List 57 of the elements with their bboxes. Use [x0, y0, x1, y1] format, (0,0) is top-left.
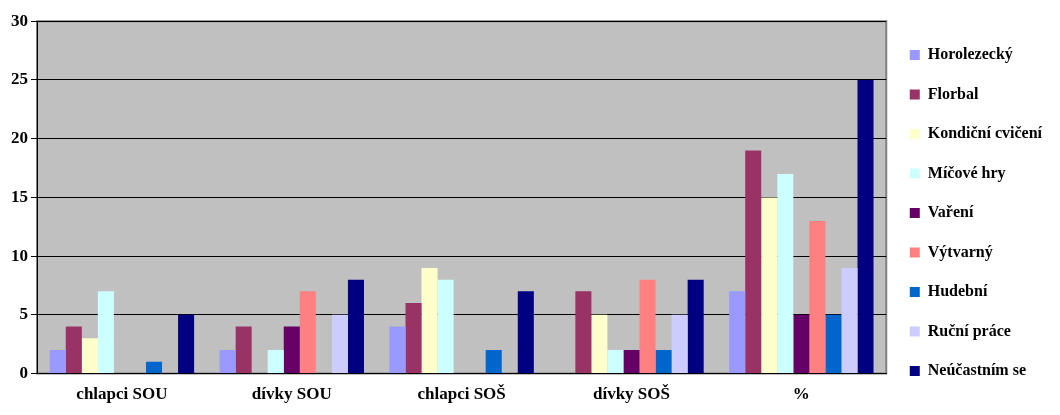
- y-tick-label: 5: [19, 304, 28, 324]
- bar: [729, 291, 746, 374]
- bar: [809, 220, 826, 374]
- bar: [655, 350, 672, 374]
- legend-label: Neúčastním se: [927, 361, 1026, 379]
- bar: [793, 314, 810, 374]
- bar: [607, 350, 624, 374]
- bar: [97, 291, 114, 374]
- bar: [485, 350, 502, 374]
- x-tick-label: dívky SOŠ: [592, 384, 670, 404]
- x-tick-label: chlapci SOU: [76, 384, 168, 404]
- bar: [671, 314, 688, 374]
- legend-label: Ruční práce: [927, 321, 1011, 340]
- bar: [267, 350, 284, 374]
- bar: [517, 291, 534, 374]
- x-tick-label: chlapci SOŠ: [417, 384, 506, 404]
- y-tick-label: 30: [11, 10, 28, 30]
- y-tick-label: 20: [11, 128, 28, 148]
- x-tick-label: %: [792, 384, 810, 404]
- legend-label: Florbal: [927, 84, 979, 102]
- bar: [761, 197, 778, 374]
- bar: [841, 267, 858, 374]
- bar: [623, 350, 640, 374]
- bar: [49, 350, 66, 374]
- bar: [421, 267, 438, 374]
- bar: [219, 350, 236, 374]
- bar: [389, 326, 406, 374]
- bar: [639, 279, 656, 374]
- x-tick-label: dívky SOU: [251, 384, 332, 404]
- bar: [65, 326, 82, 374]
- bar: [687, 279, 704, 374]
- bar: [825, 314, 842, 374]
- legend-label: Hudební: [927, 282, 988, 300]
- y-tick-label: 0: [19, 362, 28, 382]
- y-tick-label: 25: [11, 69, 28, 89]
- bar: [857, 79, 874, 374]
- bar: [81, 338, 98, 374]
- y-tick-label: 15: [11, 186, 28, 206]
- y-tick-label: 10: [11, 245, 28, 265]
- bar: [178, 314, 195, 374]
- bar: [331, 314, 348, 374]
- bar: [283, 326, 300, 374]
- bar: [591, 314, 608, 374]
- bar: [745, 150, 762, 374]
- bar: [299, 291, 316, 374]
- legend-label: Vaření: [927, 203, 974, 221]
- bar: [405, 303, 422, 374]
- bar: [235, 326, 252, 374]
- bar: [575, 291, 592, 374]
- bar: [347, 279, 364, 374]
- legend-label: Horolezecký: [927, 45, 1013, 64]
- bar: [145, 361, 163, 374]
- legend-label: Míčové hry: [927, 163, 1006, 182]
- legend-label: Výtvarný: [927, 242, 993, 261]
- bar: [437, 279, 454, 374]
- bar: [777, 173, 794, 374]
- legend-label: Kondiční cvičení: [927, 124, 1043, 142]
